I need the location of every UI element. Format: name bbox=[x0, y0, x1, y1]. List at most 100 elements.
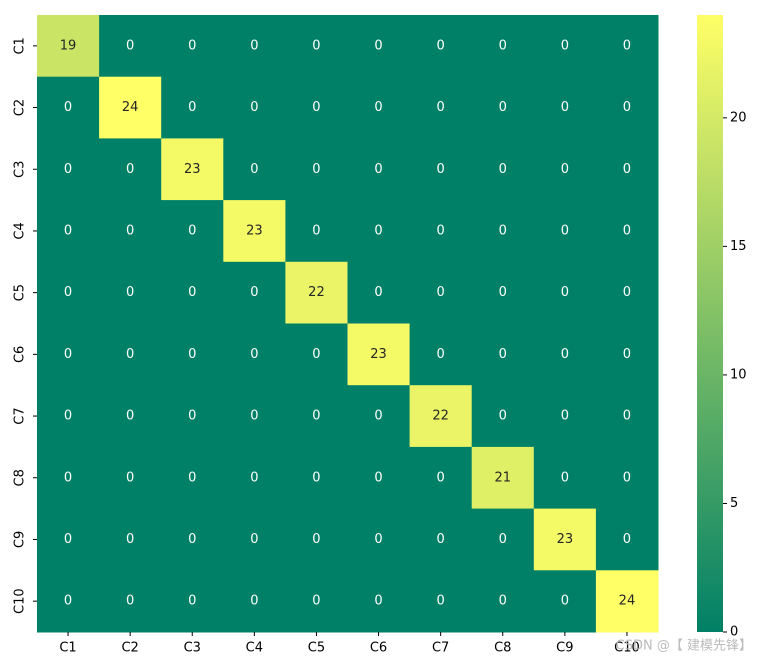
cell bbox=[471, 385, 535, 448]
cell-label: 0 bbox=[374, 38, 382, 53]
cell-label: 22 bbox=[432, 409, 449, 424]
colorbar-tick-label: 10 bbox=[730, 367, 747, 382]
cell bbox=[223, 138, 286, 201]
cell-label: 0 bbox=[499, 100, 507, 115]
cell bbox=[471, 15, 535, 78]
cell-label: 0 bbox=[126, 594, 134, 609]
cell bbox=[533, 200, 597, 263]
cell-label: 0 bbox=[561, 100, 569, 115]
cell bbox=[595, 323, 659, 386]
cell-label: 0 bbox=[561, 470, 569, 485]
cell bbox=[347, 200, 411, 263]
colorbar-tick-label: 0 bbox=[730, 625, 738, 640]
x-tick-label: C6 bbox=[370, 641, 387, 656]
cell-label: 0 bbox=[623, 223, 631, 238]
cell-label: 0 bbox=[437, 594, 445, 609]
cell bbox=[595, 385, 659, 448]
cell bbox=[471, 323, 535, 386]
cell-label: 0 bbox=[374, 409, 382, 424]
cell-label: 0 bbox=[126, 223, 134, 238]
y-tick-label: C6 bbox=[13, 346, 28, 363]
cell bbox=[285, 570, 348, 633]
cell bbox=[161, 385, 224, 448]
cell-label: 0 bbox=[250, 470, 258, 485]
y-tick-label: C7 bbox=[13, 407, 28, 424]
cell bbox=[285, 15, 348, 78]
x-tick-label: C5 bbox=[308, 641, 325, 656]
cell-label: 0 bbox=[250, 285, 258, 300]
cell-label: 0 bbox=[623, 38, 631, 53]
cell-label: 0 bbox=[126, 38, 134, 53]
cell bbox=[347, 323, 411, 386]
colorbar-tick-label: 15 bbox=[730, 239, 747, 254]
cell bbox=[595, 261, 659, 324]
cell bbox=[595, 200, 659, 263]
cell-label: 0 bbox=[499, 38, 507, 53]
cell-label: 0 bbox=[64, 162, 72, 177]
cell-label: 0 bbox=[250, 38, 258, 53]
cell-label: 24 bbox=[122, 100, 139, 115]
cell-label: 0 bbox=[126, 162, 134, 177]
cell bbox=[99, 200, 162, 263]
x-tick-label: C1 bbox=[59, 641, 76, 656]
colorbar-tick-label: 5 bbox=[730, 496, 738, 511]
x-tick-label: C3 bbox=[184, 641, 201, 656]
cell-label: 0 bbox=[374, 223, 382, 238]
cell bbox=[223, 570, 286, 633]
x-tick-label: C4 bbox=[246, 641, 263, 656]
cell-label: 0 bbox=[64, 223, 72, 238]
y-tick-label: C4 bbox=[13, 222, 28, 239]
x-tick-label: C7 bbox=[432, 641, 449, 656]
cell bbox=[161, 508, 224, 571]
cell-label: 0 bbox=[64, 347, 72, 362]
cell bbox=[347, 508, 411, 571]
cell bbox=[409, 76, 473, 139]
cell bbox=[161, 15, 224, 78]
cell-label: 0 bbox=[64, 100, 72, 115]
cell-label: 0 bbox=[250, 594, 258, 609]
y-tick-label: C1 bbox=[13, 37, 28, 54]
cell-label: 0 bbox=[623, 347, 631, 362]
cell-label: 0 bbox=[126, 409, 134, 424]
cell bbox=[285, 508, 348, 571]
cell-label: 0 bbox=[126, 347, 134, 362]
cell bbox=[595, 508, 659, 571]
cell bbox=[285, 138, 348, 201]
cell bbox=[409, 261, 473, 324]
cell-label: 0 bbox=[374, 162, 382, 177]
y-tick-label: C2 bbox=[13, 99, 28, 116]
cell-label: 0 bbox=[437, 162, 445, 177]
x-tick-label: C2 bbox=[121, 641, 138, 656]
cell-label: 0 bbox=[250, 409, 258, 424]
cell bbox=[533, 323, 597, 386]
cell-label: 0 bbox=[437, 100, 445, 115]
cell bbox=[533, 76, 597, 139]
cell-label: 0 bbox=[64, 285, 72, 300]
cell-label: 0 bbox=[188, 285, 196, 300]
cell bbox=[99, 323, 162, 386]
cell-label: 0 bbox=[437, 470, 445, 485]
cell bbox=[533, 138, 597, 201]
cell-label: 0 bbox=[499, 162, 507, 177]
cell bbox=[37, 570, 100, 633]
cell-label: 0 bbox=[188, 100, 196, 115]
cell-label: 0 bbox=[561, 162, 569, 177]
cell-label: 0 bbox=[188, 223, 196, 238]
x-tick-label: C9 bbox=[556, 641, 573, 656]
cell bbox=[161, 138, 224, 201]
cell-label: 0 bbox=[188, 38, 196, 53]
cell bbox=[99, 76, 162, 139]
y-tick-label: C3 bbox=[13, 161, 28, 178]
cell-label: 0 bbox=[374, 594, 382, 609]
cell bbox=[37, 200, 100, 263]
x-tick-label: C10 bbox=[614, 641, 640, 656]
cell-label: 0 bbox=[437, 38, 445, 53]
cell-label: 0 bbox=[499, 285, 507, 300]
cell bbox=[99, 508, 162, 571]
cell-label: 0 bbox=[126, 285, 134, 300]
cell bbox=[223, 15, 286, 78]
cell bbox=[161, 76, 224, 139]
cell-label: 0 bbox=[250, 162, 258, 177]
cell bbox=[533, 15, 597, 78]
cell-label: 23 bbox=[246, 223, 263, 238]
